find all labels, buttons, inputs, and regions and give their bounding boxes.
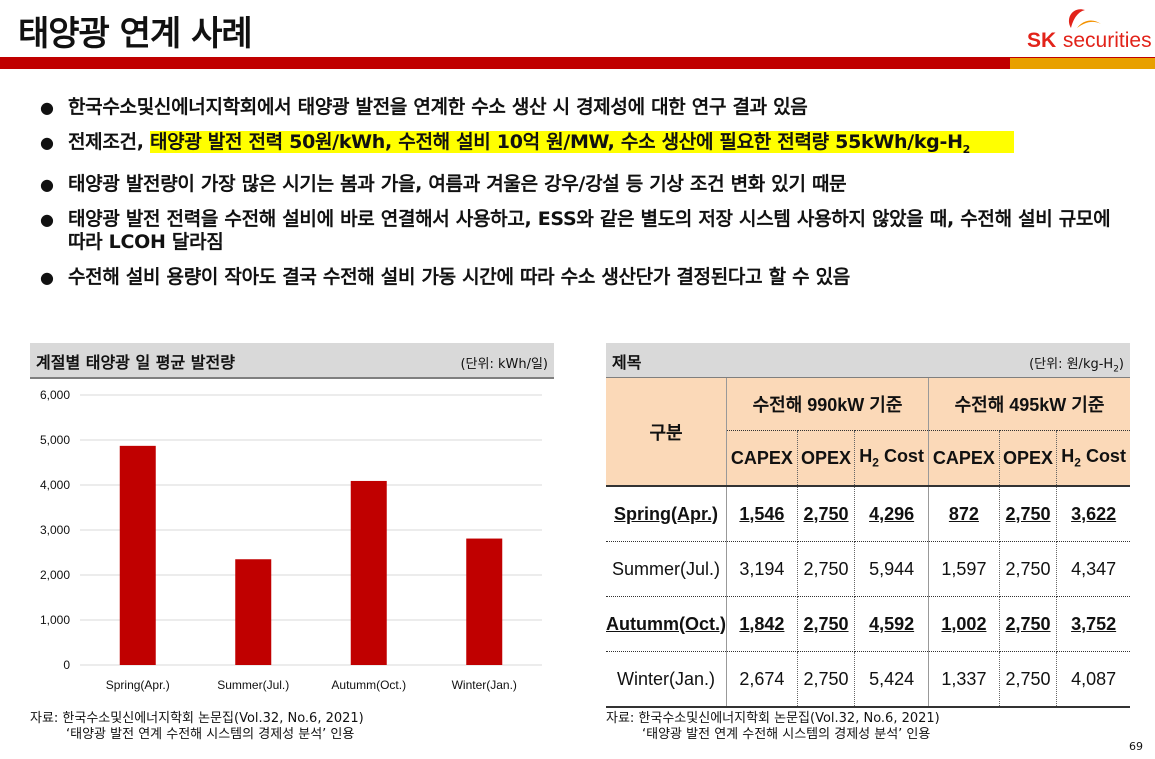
- chart-source-note: 자료: 한국수소및신에너지학회 논문집(Vol.32, No.6, 2021) …: [30, 711, 364, 743]
- y-tick-label: 1,000: [40, 613, 70, 627]
- bar-chart: 0 1,000 2,000 3,000 4,000 5,000 6,000 Spring(Ap…: [30, 383, 554, 703]
- table-panel-unit: (단위: 원/kg-H2): [1029, 353, 1124, 375]
- table-unit-close: ): [1118, 357, 1124, 372]
- cell: 2,750: [999, 541, 1058, 597]
- x-tick-label: Summer(Jul.): [217, 678, 289, 692]
- bullet-text: 수전해 설비 용량이 작아도 결국 수전해 설비 가동 시간에 따라 수소 생산…: [68, 265, 850, 288]
- cell: 872: [928, 486, 1000, 542]
- sk-butterfly-icon: [1068, 9, 1101, 28]
- table-col-h2cost: H2 Cost: [854, 430, 930, 487]
- y-tick-label: 0: [63, 658, 70, 672]
- y-tick-label: 4,000: [40, 478, 70, 492]
- cell: 1,546: [726, 486, 798, 542]
- row-label: Spring(Apr.): [606, 486, 727, 542]
- cost-table-wrapper: 구분 수전해 990kW 기준 수전해 495kW 기준 CAPEX OPEX …: [606, 378, 1130, 708]
- bullet-item: 한국수소및신에너지학회에서 태양광 발전을 연계한 수소 생산 시 경제성에 대…: [40, 96, 1140, 119]
- bullet-item: 전제조건, 태양광 발전 전력 50원/kWh, 수전해 설비 10억 원/MW…: [40, 131, 1140, 161]
- source-line: 자료: 한국수소및신에너지학회 논문집(Vol.32, No.6, 2021): [606, 711, 940, 726]
- cell: 1,337: [928, 651, 1000, 708]
- bar: [350, 480, 387, 665]
- cost-table: 구분 수전해 990kW 기준 수전해 495kW 기준 CAPEX OPEX …: [606, 378, 1130, 708]
- table-panel-header: 제목 (단위: 원/kg-H2): [606, 343, 1130, 379]
- title-divider-bar: [0, 57, 1155, 69]
- cell: 2,750: [999, 486, 1058, 542]
- y-tick-label: 3,000: [40, 523, 70, 537]
- bar: [119, 445, 156, 665]
- slide-title: 태양광 연계 사례: [18, 14, 253, 54]
- source-line: 자료: 한국수소및신에너지학회 논문집(Vol.32, No.6, 2021): [30, 711, 364, 726]
- bullet-list: 한국수소및신에너지학회에서 태양광 발전을 연계한 수소 생산 시 경제성에 대…: [40, 96, 1140, 301]
- table-col-opex: OPEX: [999, 430, 1058, 487]
- table-group-header-495: 수전해 495kW 기준: [928, 378, 1130, 431]
- cell: 1,002: [928, 596, 1000, 652]
- cell: 1,842: [726, 596, 798, 652]
- table-col-capex: CAPEX: [928, 430, 1000, 487]
- bullet-item: 수전해 설비 용량이 작아도 결국 수전해 설비 가동 시간에 따라 수소 생산…: [40, 266, 1140, 289]
- cell: 2,750: [797, 486, 856, 542]
- sk-securities-logo: SK securities: [1027, 4, 1152, 56]
- y-tick-label: 6,000: [40, 388, 70, 402]
- row-label: Autumm(Oct.): [606, 596, 727, 652]
- table-source-note: 자료: 한국수소및신에너지학회 논문집(Vol.32, No.6, 2021) …: [606, 711, 940, 743]
- cell: 2,750: [797, 541, 856, 597]
- table-col-opex: OPEX: [797, 430, 856, 487]
- bar: [235, 559, 272, 665]
- cell: 4,347: [1056, 541, 1130, 597]
- x-tick-label: Spring(Apr.): [106, 678, 170, 692]
- cell: 4,087: [1056, 651, 1130, 708]
- source-line: ‘태양광 발전 연계 수전해 시스템의 경제성 분석’ 인용: [642, 727, 931, 742]
- cell: 4,592: [854, 596, 930, 652]
- cell: 5,944: [854, 541, 930, 597]
- cell: 3,194: [726, 541, 798, 597]
- highlight-text: 태양광 발전 전력 50원/kWh, 수전해 설비 10억 원/MW, 수소 생…: [149, 131, 963, 153]
- bullet-text: 한국수소및신에너지학회에서 태양광 발전을 연계한 수소 생산 시 경제성에 대…: [68, 96, 808, 118]
- bullet-item: 태양광 발전량이 가장 많은 시기는 봄과 가을, 여름과 겨울은 강우/강설 …: [40, 173, 1140, 196]
- table-panel-title: 제목: [612, 353, 642, 372]
- table-col-capex: CAPEX: [726, 430, 798, 487]
- bullet-item: 태양광 발전 전력을 수전해 설비에 바로 연결해서 사용하고, ESS와 같은…: [40, 208, 1128, 254]
- logo-sk-text: SK: [1027, 29, 1057, 52]
- highlight-subscript: 2: [962, 142, 971, 156]
- y-tick-label: 5,000: [40, 433, 70, 447]
- row-label: Winter(Jan.): [606, 651, 727, 708]
- table-unit-sub: 2: [1113, 364, 1119, 375]
- x-tick-label: Winter(Jan.): [452, 678, 517, 692]
- chart-panel-header: 계절별 태양광 일 평균 발전량 (단위: kWh/일): [30, 343, 554, 379]
- bar-chart-svg: 0 1,000 2,000 3,000 4,000 5,000 6,000 Spring(Ap…: [40, 388, 542, 692]
- table-corner-header: 구분: [606, 378, 727, 487]
- table-unit-text: (단위: 원/kg-H: [1029, 357, 1114, 372]
- cell: 4,296: [854, 486, 930, 542]
- bullet-prefix: 전제조건,: [68, 131, 150, 153]
- cell: 2,750: [797, 651, 856, 708]
- cell: 5,424: [854, 651, 930, 708]
- cell: 1,597: [928, 541, 1000, 597]
- bullet-text: 태양광 발전량이 가장 많은 시기는 봄과 가을, 여름과 겨울은 강우/강설 …: [68, 172, 847, 195]
- table-row: Autumm(Oct.) 1,842 2,750 4,592 1,002 2,7…: [606, 596, 1130, 652]
- table-col-h2cost: H2 Cost: [1056, 430, 1130, 487]
- source-line: ‘태양광 발전 연계 수전해 시스템의 경제성 분석’ 인용: [66, 727, 355, 742]
- cell: 3,622: [1056, 486, 1130, 542]
- page-number: 69: [1129, 740, 1143, 753]
- chart-panel-unit: (단위: kWh/일): [460, 357, 548, 372]
- cell: 2,750: [999, 651, 1058, 708]
- table-row: Winter(Jan.) 2,674 2,750 5,424 1,337 2,7…: [606, 651, 1130, 708]
- logo-securities-text: securities: [1062, 29, 1152, 52]
- x-tick-label: Autumm(Oct.): [331, 678, 406, 692]
- title-divider-accent: [1010, 58, 1155, 69]
- table-group-header-990: 수전해 990kW 기준: [726, 378, 930, 431]
- cell: 2,750: [797, 596, 856, 652]
- cell: 2,674: [726, 651, 798, 708]
- row-label: Summer(Jul.): [606, 541, 727, 597]
- y-tick-label: 2,000: [40, 568, 70, 582]
- table-row: Spring(Apr.) 1,546 2,750 4,296 872 2,750…: [606, 486, 1130, 542]
- table-row: Summer(Jul.) 3,194 2,750 5,944 1,597 2,7…: [606, 541, 1130, 597]
- cell: 2,750: [999, 596, 1058, 652]
- bar: [466, 538, 503, 665]
- highlighted-assumptions: 태양광 발전 전력 50원/kWh, 수전해 설비 10억 원/MW, 수소 생…: [149, 131, 1015, 156]
- chart-panel-title: 계절별 태양광 일 평균 발전량: [36, 353, 235, 372]
- bullet-text: 태양광 발전 전력을 수전해 설비에 바로 연결해서 사용하고, ESS와 같은…: [68, 207, 1111, 253]
- cell: 3,752: [1056, 596, 1130, 652]
